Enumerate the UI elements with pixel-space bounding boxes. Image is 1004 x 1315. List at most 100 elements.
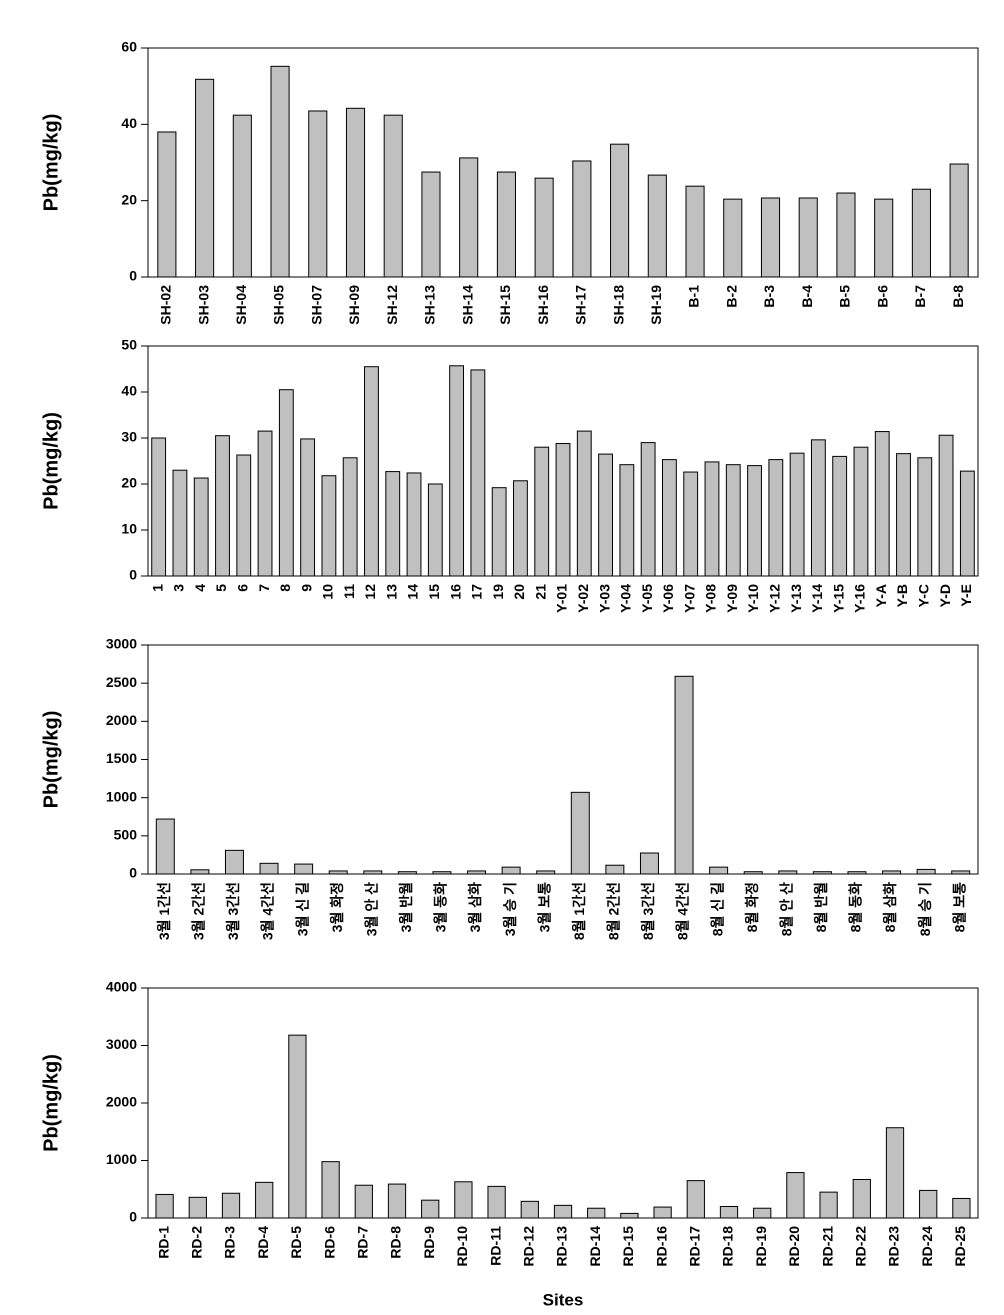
bar <box>397 871 417 875</box>
x-tick-label: Y-05 <box>639 584 655 613</box>
bar <box>536 870 556 875</box>
x-tick-label: RD-14 <box>587 1226 603 1267</box>
bar <box>882 870 902 875</box>
bar <box>385 471 401 577</box>
x-tick-label: RD-9 <box>421 1226 437 1259</box>
bar <box>896 453 911 577</box>
bar <box>683 471 699 577</box>
bar <box>236 454 252 577</box>
plot-frame <box>147 644 979 875</box>
bar <box>778 870 798 875</box>
x-tick-label: SH-03 <box>195 285 211 325</box>
plot-frame <box>147 47 979 278</box>
bar <box>949 163 969 278</box>
y-tick-label: 1000 <box>106 1151 137 1167</box>
x-tick-label: 8월 신 길 <box>709 882 725 936</box>
x-tick-label: 3월 승 기 <box>502 882 518 936</box>
y-tick-label: 2000 <box>106 712 137 728</box>
y-axis-label: Pb(mg/kg) <box>40 1054 62 1152</box>
x-tick-label: SH-14 <box>459 285 475 325</box>
bar <box>619 464 635 577</box>
bar <box>709 866 729 875</box>
x-tick-label: 7 <box>256 584 272 592</box>
bar <box>951 870 971 875</box>
y-tick-label: 50 <box>121 337 137 353</box>
x-tick-label: RD-24 <box>919 1226 935 1267</box>
bar <box>874 198 894 278</box>
bar <box>487 1185 506 1219</box>
x-tick-label: 17 <box>469 584 485 600</box>
x-tick-label: RD-15 <box>620 1226 636 1267</box>
bar <box>321 1161 340 1219</box>
bar <box>215 435 230 577</box>
y-tick-label: 0 <box>129 1209 137 1225</box>
x-tick-label: B-1 <box>686 285 702 308</box>
x-tick-label: Y-D <box>937 584 953 607</box>
y-tick-label: 2000 <box>106 1094 137 1110</box>
x-tick-label: SH-19 <box>648 285 664 325</box>
bar <box>470 369 486 577</box>
bar <box>832 455 848 577</box>
bar <box>789 452 805 577</box>
y-tick-label: 1500 <box>106 750 137 766</box>
bar <box>308 110 328 278</box>
x-tick-label: Y-07 <box>681 584 697 613</box>
bar <box>598 453 613 577</box>
y-tick-label: 2500 <box>106 674 137 690</box>
bar <box>572 160 592 278</box>
x-tick-label: Y-01 <box>554 584 570 613</box>
bar <box>151 437 167 577</box>
bar <box>812 871 832 875</box>
x-tick-label: 3월 삼화 <box>467 882 483 932</box>
bar <box>760 197 781 278</box>
bar <box>288 1034 307 1219</box>
x-tick-label: RD-22 <box>853 1226 869 1267</box>
x-tick-label: 15 <box>426 584 442 600</box>
bar <box>364 366 379 577</box>
x-tick-label: RD-12 <box>521 1226 537 1267</box>
bar <box>354 1184 373 1219</box>
x-tick-label: Y-10 <box>745 584 761 613</box>
bar <box>553 1204 573 1219</box>
y-axis-label: Pb(mg/kg) <box>40 711 62 809</box>
bar <box>605 864 625 875</box>
x-tick-label: RD-25 <box>952 1226 968 1267</box>
y-axis-label: Pb(mg/kg) <box>40 114 62 212</box>
x-tick-label: SH-05 <box>271 285 287 325</box>
y-tick-label: 4000 <box>106 979 137 995</box>
bar <box>917 457 933 577</box>
x-tick-label: 9 <box>298 584 314 592</box>
x-tick-label: B-6 <box>874 285 890 308</box>
bar <box>321 475 337 577</box>
bar <box>810 439 826 577</box>
x-tick-label: 3월 1간선 <box>156 882 172 940</box>
bar <box>300 438 316 577</box>
x-tick-label: SH-16 <box>535 285 551 325</box>
y-tick-label: 0 <box>129 268 137 284</box>
x-tick-label: 8월 4간선 <box>675 882 691 940</box>
x-tick-label: Y-03 <box>596 584 612 613</box>
bar <box>725 464 741 577</box>
y-tick-label: 0 <box>129 567 137 583</box>
x-tick-label: SH-18 <box>610 285 626 325</box>
bar <box>501 866 521 875</box>
bar <box>255 1181 274 1219</box>
x-tick-label: 3월 반월 <box>398 882 414 932</box>
x-tick-label: Y-02 <box>575 584 591 613</box>
x-tick-label: 3월 동화 <box>433 882 449 932</box>
x-tick-label: 6 <box>234 584 250 592</box>
bar <box>454 1181 473 1219</box>
x-tick-label: RD-19 <box>753 1226 769 1267</box>
x-tick-label: Y-13 <box>788 584 804 613</box>
bar <box>363 870 383 875</box>
bar <box>232 114 252 278</box>
bar <box>852 1178 871 1219</box>
x-tick-label: 10 <box>320 584 336 600</box>
x-tick-label: RD-7 <box>355 1226 371 1259</box>
x-tick-label: RD-18 <box>720 1226 736 1267</box>
x-tick-label: 8월 삼화 <box>882 882 898 932</box>
bar <box>221 1192 241 1219</box>
bar <box>294 863 314 875</box>
x-tick-label: RD-1 <box>155 1226 171 1259</box>
